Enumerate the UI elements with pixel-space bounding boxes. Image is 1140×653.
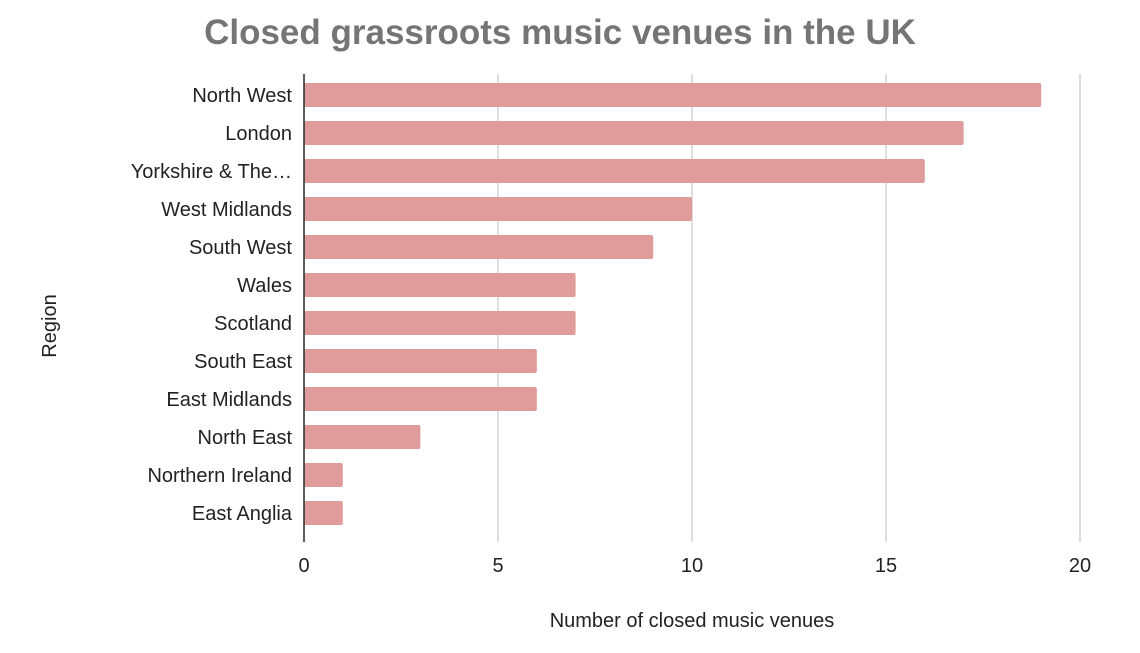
category-label: London xyxy=(225,123,292,145)
x-tick-label: 10 xyxy=(681,555,703,577)
bar xyxy=(304,311,576,335)
x-tick-labels: 0 5 10 15 20 xyxy=(298,555,1091,577)
gridlines xyxy=(497,74,1081,542)
bar xyxy=(304,83,1042,107)
category-label: North West xyxy=(192,85,292,107)
bar xyxy=(304,197,692,221)
bar xyxy=(304,235,654,259)
y-axis-title: Region xyxy=(39,294,61,357)
category-label: South West xyxy=(189,237,292,259)
category-label: Northern Ireland xyxy=(147,465,292,487)
bar xyxy=(304,121,964,145)
category-label: East Anglia xyxy=(192,503,293,525)
category-label: Scotland xyxy=(214,313,292,335)
category-label: West Midlands xyxy=(161,199,292,221)
bar xyxy=(304,159,925,183)
bar xyxy=(304,425,421,449)
category-label: South East xyxy=(194,351,292,373)
bar xyxy=(304,273,576,297)
x-tick-label: 5 xyxy=(492,555,503,577)
bar xyxy=(304,349,537,373)
x-tick-label: 0 xyxy=(298,555,309,577)
x-tick-label: 20 xyxy=(1069,555,1091,577)
category-label: Wales xyxy=(237,275,292,297)
bars xyxy=(304,83,1042,525)
category-label: East Midlands xyxy=(166,389,292,411)
category-label: North East xyxy=(198,427,293,449)
bar xyxy=(304,501,343,525)
x-axis-title: Number of closed music venues xyxy=(550,610,835,632)
bar xyxy=(304,463,343,487)
chart-title: Closed grassroots music venues in the UK xyxy=(204,13,916,52)
category-labels: North West London Yorkshire & The… West Mid… xyxy=(131,85,293,525)
category-label: Yorkshire & The… xyxy=(131,161,292,183)
bar xyxy=(304,387,537,411)
x-tick-label: 15 xyxy=(875,555,897,577)
